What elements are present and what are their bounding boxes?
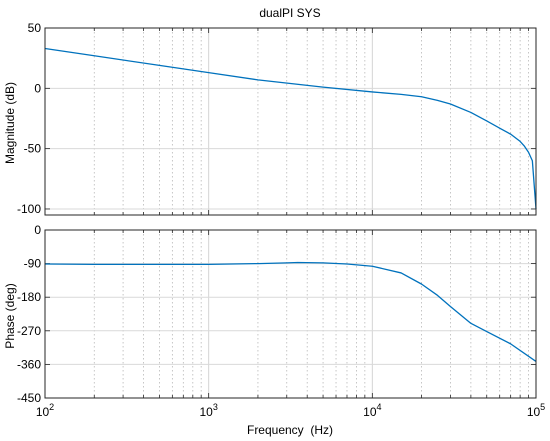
phase-response-line [44, 261, 537, 362]
phase-axes-bg [45, 230, 536, 398]
phase-xtick-label: 102 [36, 402, 54, 419]
phase-xtick-label: 103 [199, 402, 217, 419]
mag-ytick-label: -50 [24, 142, 42, 156]
mag-ytick-label: -100 [17, 202, 41, 216]
mag-ytick-label: 50 [28, 21, 42, 35]
phase-ytick-label: -180 [17, 290, 41, 304]
frequency-xlabel: Frequency (Hz) [247, 423, 333, 437]
mag-axes-bg [45, 28, 536, 215]
mag-axes-frame [44, 27, 537, 216]
mag-response-line [44, 47, 537, 210]
phase-ylabel: Phase (deg) [3, 283, 17, 348]
magnitude-plot: 50 0 -50 -100 [17, 21, 537, 216]
phase-ytick-label: 0 [34, 223, 41, 237]
phase-ytick-label: -90 [24, 257, 42, 271]
phase-ytick-label: -450 [17, 391, 41, 405]
phase-ytick-label: -270 [17, 324, 41, 338]
magnitude-ylabel: Magnitude (dB) [3, 82, 17, 164]
phase-xtick-label: 104 [363, 402, 381, 419]
mag-ytick-label: 0 [34, 81, 41, 95]
phase-xtick-label: 105 [527, 402, 545, 419]
phase-axes-frame [44, 229, 537, 399]
chart-title: dualPI SYS [259, 6, 320, 20]
phase-ytick-label: -360 [17, 357, 41, 371]
